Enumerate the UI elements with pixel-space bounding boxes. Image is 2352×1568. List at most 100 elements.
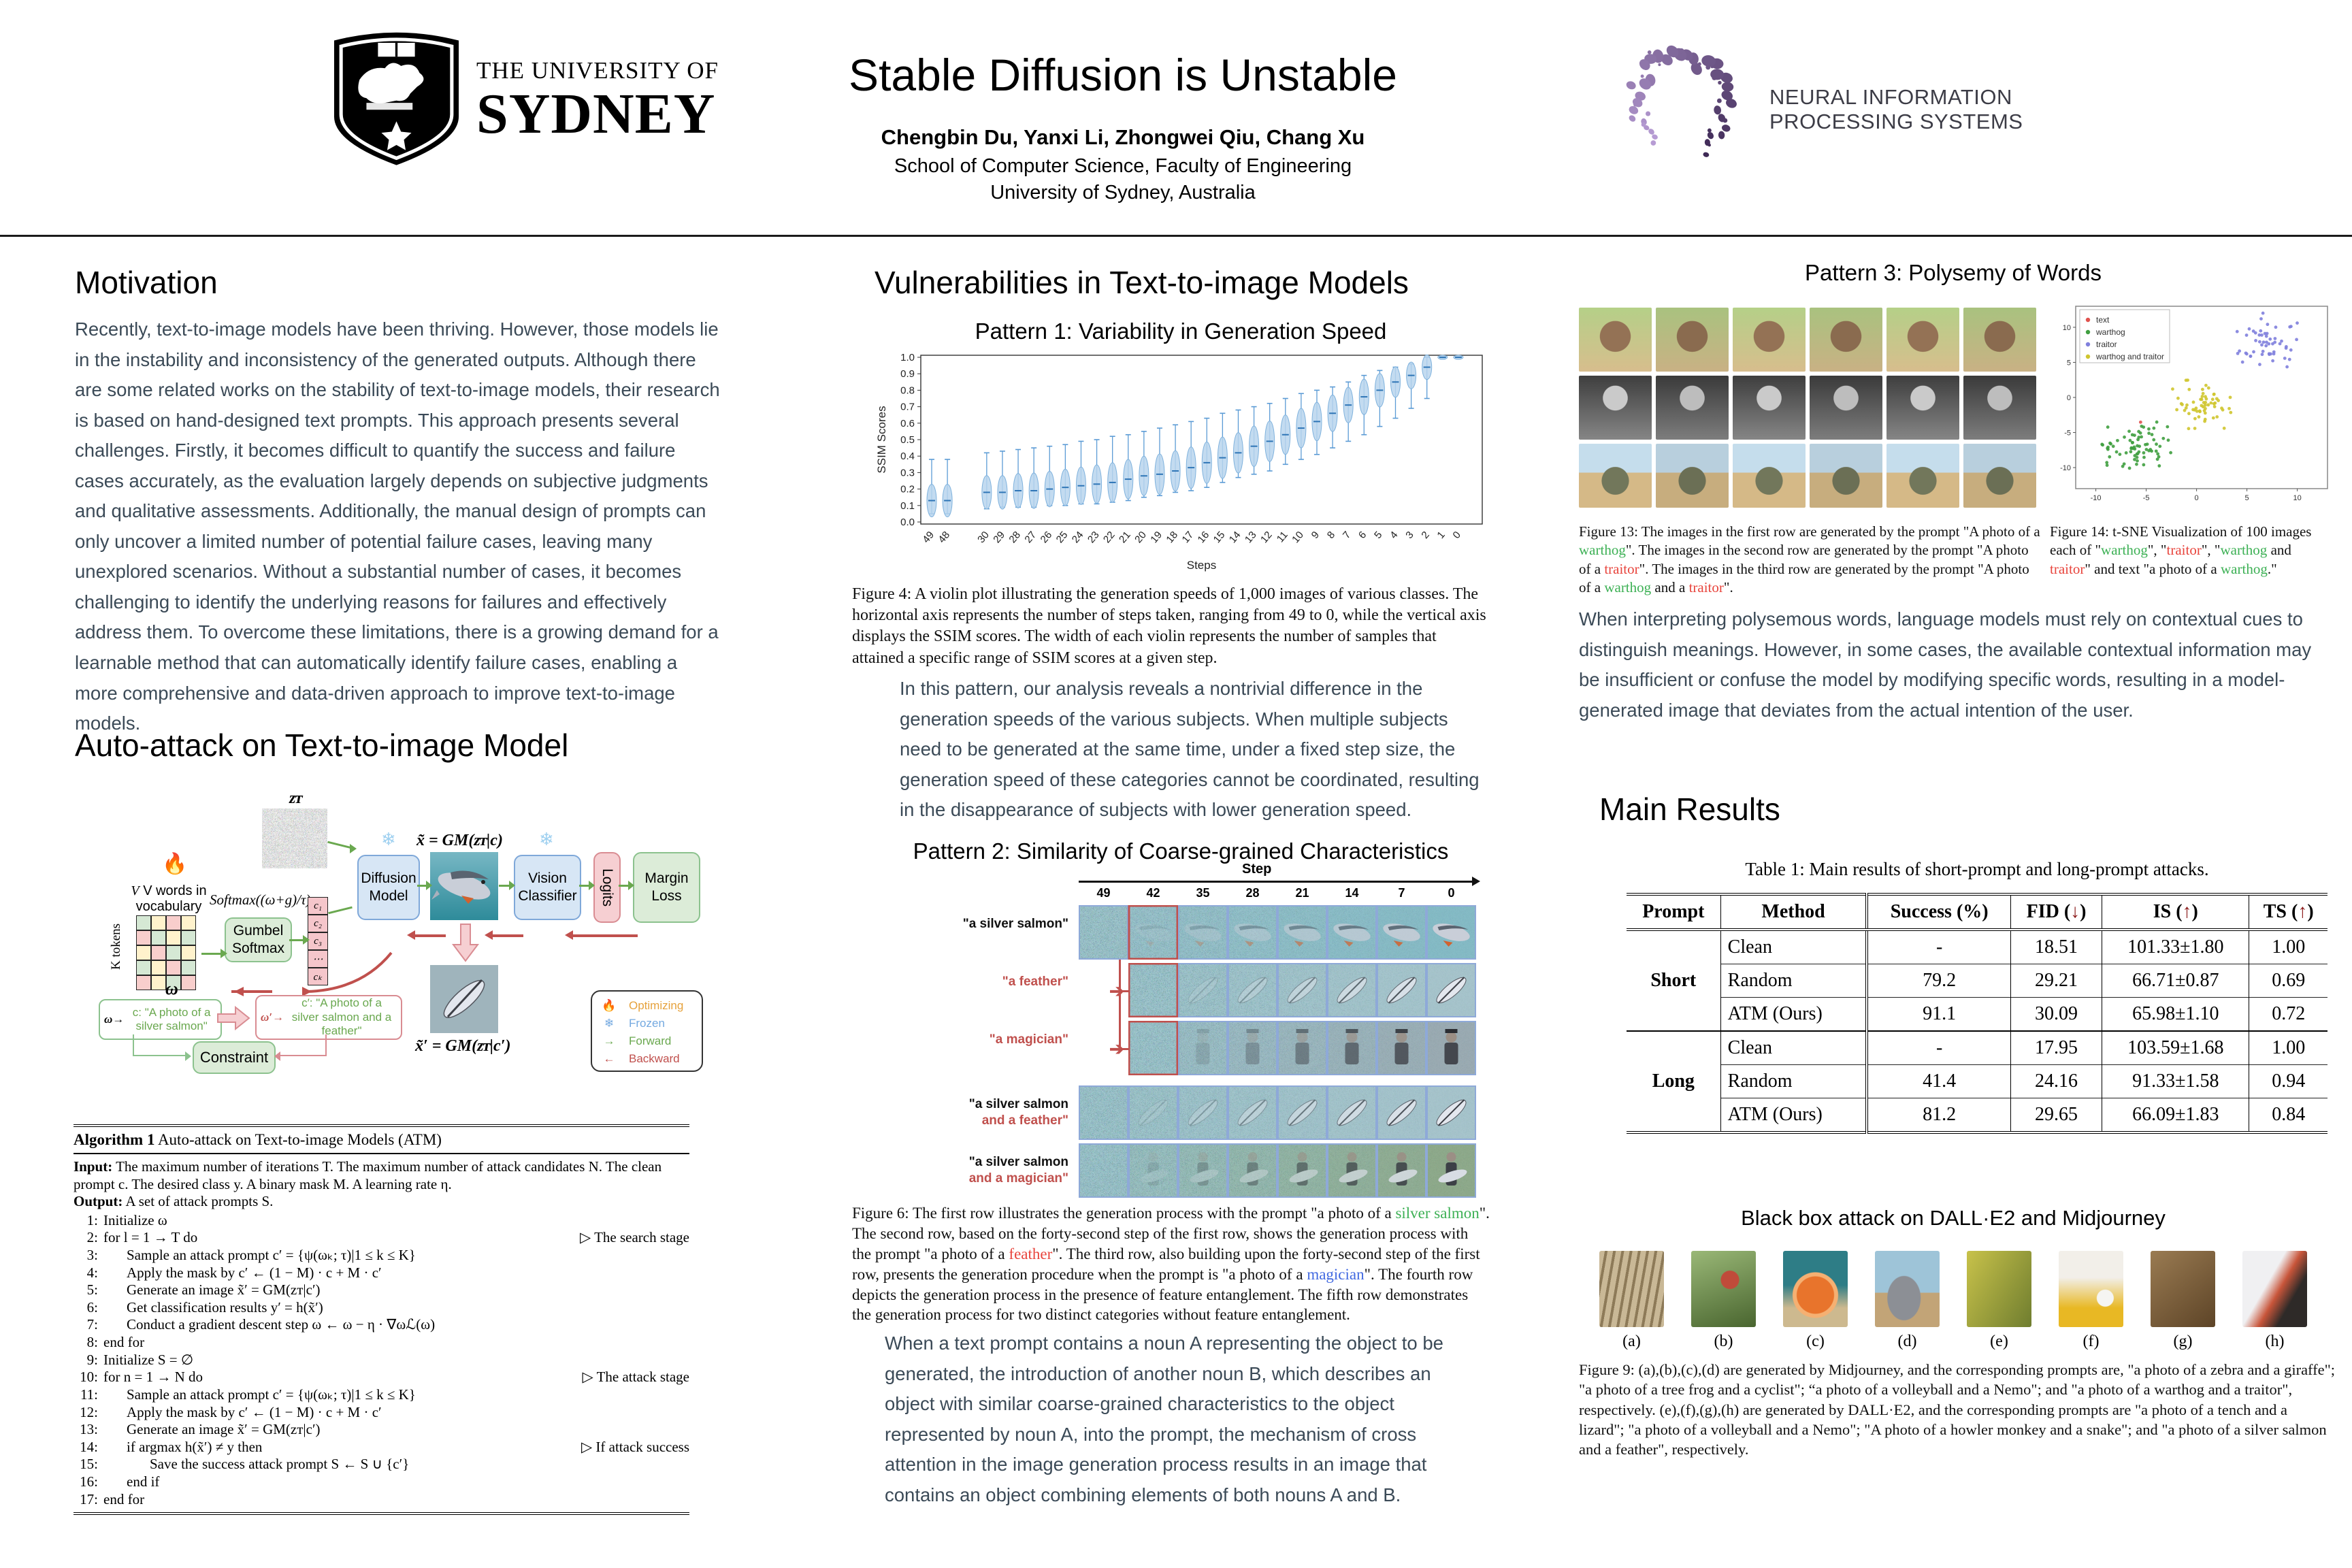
step-number: 7 (1398, 886, 1405, 900)
line-number: 1: (86, 1211, 98, 1228)
line-number: 9: (86, 1351, 98, 1368)
prompt-group-cell: Short (1627, 929, 1721, 1031)
algorithm-line: 14: if argmax h(x̃′) ≠ y then ▷ If attack … (74, 1439, 689, 1456)
blackbox-image-c (1783, 1251, 1848, 1327)
algorithm-line: 5: Generate an image x̃′ = GM(zᴛ|c′) (74, 1281, 689, 1299)
table-cell: 1.00 (2249, 1030, 2328, 1065)
table-row: ATM (Ours) 81.2 29.65 66.09±1.83 0.84 (1627, 1098, 2328, 1132)
motivation-heading: Motivation (75, 265, 218, 300)
svg-text:14: 14 (1227, 529, 1243, 546)
token-cell (181, 930, 196, 945)
table-header: Success (%) (1865, 894, 2011, 931)
blackbox-label-g: (g) (2173, 1333, 2193, 1350)
line-text: Sample an attack prompt c′ = {ψ(ωₖ; τ)|1… (127, 1386, 416, 1403)
line-text: end for (103, 1490, 145, 1507)
caption-part: and (2267, 542, 2291, 559)
table-cell: 66.71±0.87 (2102, 964, 2249, 998)
table-cell: 91.33±1.58 (2102, 1064, 2249, 1098)
table-cell: 30.09 (2010, 997, 2102, 1031)
gumbel-softmax-box: Gumbel Softmax (225, 917, 292, 962)
forward-arrow (201, 953, 220, 955)
university-label: THE UNIVERSITY OF (476, 57, 719, 84)
table-cell: Random (1720, 1064, 1867, 1098)
svg-text:10: 10 (2293, 494, 2301, 502)
row-label-line: "a silver salmon" (962, 917, 1068, 931)
svg-text:23: 23 (1085, 529, 1102, 546)
legend-row: 🔥 Optimizing (599, 997, 695, 1015)
clean-prompt-omega: ω→ (104, 1012, 125, 1026)
row-label-line: "a feather" (1002, 975, 1068, 989)
blackbox-image-h (2242, 1251, 2307, 1327)
tsne-plot: -10 -5 0 5 10 -10 -5 0 5 10 text warthog traitor wart… (2047, 301, 2333, 514)
constraint-connector-red (325, 1034, 327, 1056)
token-c-cell: c₃ (308, 932, 328, 950)
caption-part: Figure 6: The first row illustrates the … (852, 1205, 1396, 1222)
line-comment: ▷ The search stage (580, 1229, 689, 1246)
algorithm-line: 8: end for (74, 1334, 689, 1352)
svg-text:2: 2 (1419, 529, 1431, 541)
blackbox-image-f (2059, 1251, 2123, 1327)
svg-text:warthog: warthog (2095, 327, 2125, 337)
constraint-connector-green (133, 1034, 134, 1056)
algorithm-line: 4: Apply the mask by c′ ← (1 − M) · c + M… (74, 1264, 689, 1282)
step-number: 35 (1196, 886, 1210, 900)
forward-arrow (328, 906, 353, 915)
softmax-formula: Softmax((ω+g)/τ) (210, 892, 311, 908)
token-cell (151, 975, 166, 990)
row-label-line: and a feather" (981, 1113, 1068, 1128)
svg-text:13: 13 (1243, 529, 1259, 546)
pattern3-image-vehicle-1 (1579, 444, 1652, 508)
sydney-crest-logo (327, 31, 466, 167)
eq2-label: x̃′ = GM(zᴛ|c′) (415, 1037, 511, 1055)
table-cell: Random (1720, 964, 1867, 998)
svg-text:0.0: 0.0 (900, 517, 915, 528)
token-cell (136, 945, 151, 960)
neurips-line1: NEURAL INFORMATION (1769, 85, 2012, 109)
table-cell: 81.2 (1865, 1098, 2011, 1132)
zt-noise-image (262, 808, 327, 868)
step-number: 49 (1096, 886, 1111, 900)
svg-text:0.3: 0.3 (900, 467, 915, 478)
caption-part: Figure 14: t-SNE Visualization of 100 im… (2050, 523, 2312, 559)
caption-part: warthog (2101, 542, 2148, 559)
motivation-body: Recently, text-to-image models have been… (75, 318, 720, 734)
blackbox-image-b (1691, 1251, 1756, 1327)
svg-text:24: 24 (1070, 529, 1086, 546)
forward-arrowhead (628, 881, 634, 890)
token-cell (166, 930, 181, 945)
algorithm-line: 2: for l = 1 → T do ▷ The search stage (74, 1229, 689, 1247)
table-row: ATM (Ours) 91.1 30.09 65.98±1.10 0.72 (1627, 997, 2328, 1031)
main-results-heading: Main Results (1599, 791, 1780, 827)
legend-icon-optimizing: 🔥 (602, 999, 617, 1012)
pattern3-image-traitor-3 (1733, 376, 1806, 440)
line-number: 2: (86, 1229, 98, 1246)
svg-text:17: 17 (1179, 529, 1196, 546)
pattern3-image-vehicle-3 (1733, 444, 1806, 508)
forward-arrowhead (509, 881, 515, 890)
forward-arrowhead (220, 949, 227, 958)
pattern3-image-warthog-4 (1810, 308, 1882, 372)
svg-text:text: text (2096, 315, 2110, 325)
figure13-caption: Figure 13: The images in the first row a… (1579, 523, 2040, 597)
forward-arrow (579, 885, 589, 887)
blackbox-label-a: (a) (1622, 1333, 1641, 1350)
vision-classifier-box: Vision Classifier (514, 855, 581, 920)
step-arrow (1079, 881, 1472, 883)
table-cell: - (1865, 929, 2011, 964)
token-cell (151, 915, 166, 930)
pattern3-image-warthog-6 (1963, 308, 2036, 372)
table-cell: 17.95 (2010, 1030, 2102, 1065)
svg-text:-10: -10 (2060, 464, 2071, 472)
token-cell (136, 930, 151, 945)
token-c-cell: c₂ (308, 915, 328, 932)
backward-arrow (415, 934, 446, 937)
constraint-box: Constraint (193, 1041, 276, 1074)
legend-label: Backward (629, 1052, 680, 1065)
pattern3-image-traitor-4 (1810, 376, 1882, 440)
svg-text:20: 20 (1132, 529, 1149, 546)
line-text: Initialize ω (103, 1211, 167, 1228)
violin-plot: 0.0 0.1 0.2 0.3 0.4 0.5 0.6 0.7 0.8 0.9 1.0 SSIM Sc… (875, 346, 1490, 589)
table1-caption: Table 1: Main results of short-prompt an… (1745, 859, 2209, 879)
algorithm-line: 10: for n = 1 → N do ▷ The attack stage (74, 1369, 689, 1386)
algorithm-line: 11: Sample an attack prompt c′ = {ψ(ωₖ; τ… (74, 1386, 689, 1404)
